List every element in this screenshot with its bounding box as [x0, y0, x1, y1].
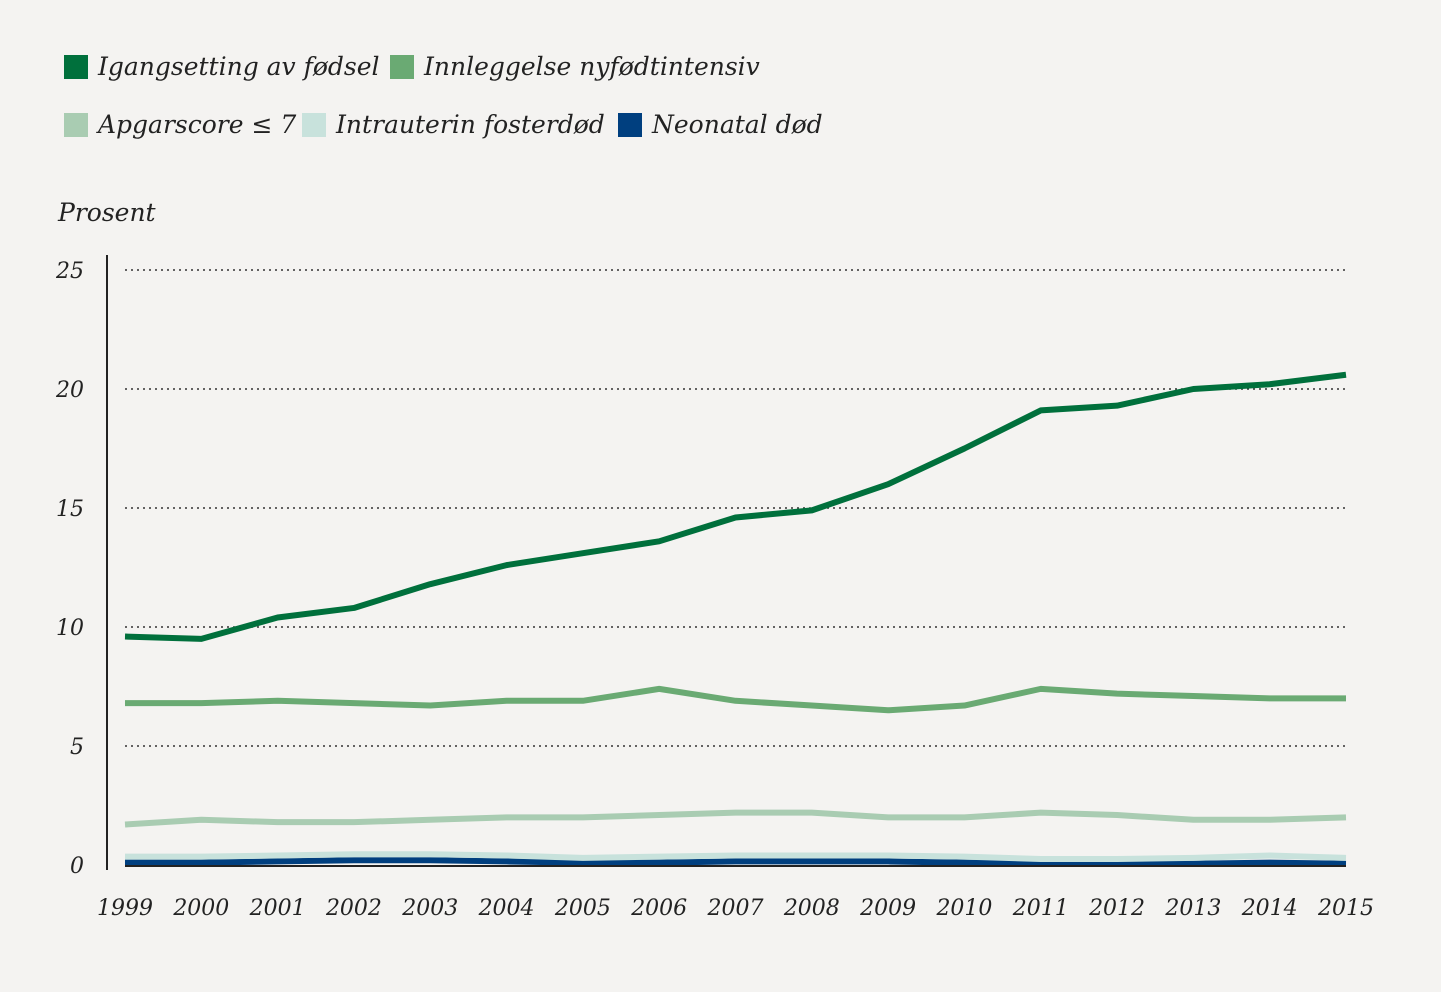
- legend-swatch: [64, 54, 88, 79]
- legend-label: Neonatal død: [652, 110, 823, 139]
- legend-swatch: [64, 112, 88, 137]
- legend-label: Intrauterin fosterdød: [336, 110, 605, 139]
- series-line: [124, 809, 1347, 828]
- legend-label: Igangsetting av fødsel: [98, 52, 380, 81]
- x-tick-label: 2000: [172, 896, 229, 921]
- y-tick-label: 25: [55, 259, 84, 284]
- y-tick-label: 15: [56, 497, 84, 522]
- y-tick-label: 5: [70, 735, 84, 760]
- x-tick-label: 2003: [401, 896, 458, 921]
- x-tick-label: 2012: [1088, 896, 1145, 921]
- legend-swatch: [390, 54, 414, 79]
- legend-label: Apgarscore ≤ 7: [98, 110, 297, 139]
- legend-item: Innleggelse nyfødtintensiv: [390, 52, 760, 81]
- x-tick-label: 2007: [707, 896, 764, 921]
- x-tick-label: 2005: [554, 896, 611, 921]
- legend-label: Innleggelse nyfødtintensiv: [424, 52, 760, 81]
- x-tick-label: 2006: [630, 896, 687, 921]
- y-tick-label: 10: [56, 616, 84, 641]
- legend-item: Igangsetting av fødsel: [64, 52, 380, 81]
- x-tick-label: 2002: [325, 896, 382, 921]
- x-tick-label: 2001: [249, 896, 306, 921]
- x-tick-label: 2004: [478, 896, 535, 921]
- x-tick-label: 2014: [1241, 896, 1298, 921]
- legend-swatch: [302, 112, 326, 137]
- x-tick-label: 2008: [783, 896, 840, 921]
- x-tick-label: 2011: [1012, 896, 1069, 921]
- x-tick-label: 2009: [859, 896, 916, 921]
- y-tick-label: 20: [55, 378, 84, 403]
- series-line: [125, 685, 1346, 714]
- legend-item: Intrauterin fosterdød: [302, 110, 605, 139]
- x-tick-label: 2013: [1164, 896, 1221, 921]
- y-axis-label: Prosent: [58, 198, 156, 227]
- series-line: [124, 371, 1347, 642]
- y-tick-label: 0: [70, 854, 84, 879]
- legend-item: Apgarscore ≤ 7: [64, 110, 296, 139]
- x-tick-label: 1999: [97, 896, 153, 921]
- x-tick-label: 2015: [1317, 896, 1374, 921]
- legend-item: Neonatal død: [618, 110, 823, 139]
- x-tick-label: 2010: [935, 896, 992, 921]
- legend-swatch: [618, 112, 642, 137]
